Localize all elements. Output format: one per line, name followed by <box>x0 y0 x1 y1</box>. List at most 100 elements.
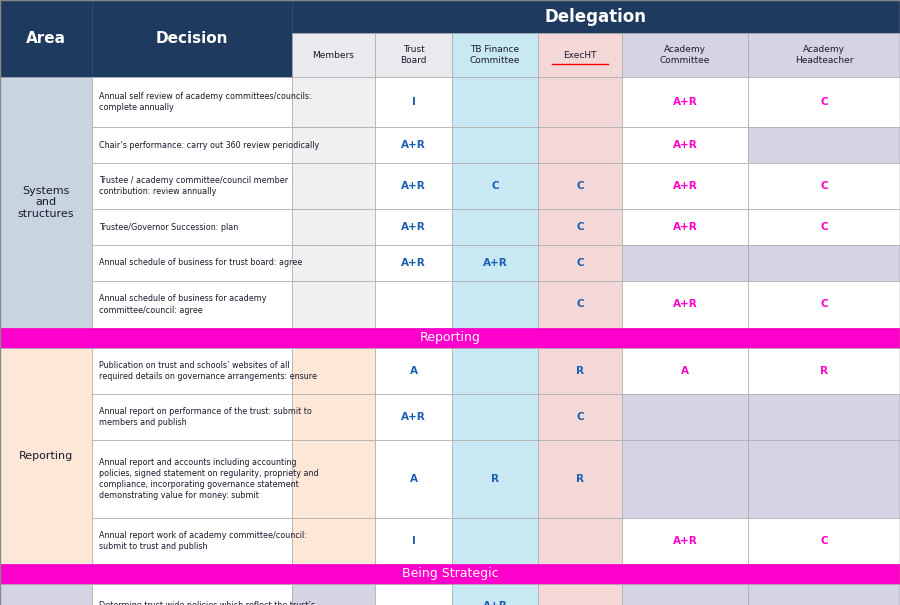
Text: C: C <box>576 181 584 191</box>
Text: C: C <box>576 299 584 310</box>
Text: C: C <box>820 97 828 107</box>
Bar <box>622 33 748 77</box>
Bar <box>748 518 900 564</box>
Bar <box>0 584 92 605</box>
Bar <box>292 0 900 33</box>
Bar <box>622 584 748 605</box>
Text: Annual report on performance of the trust: submit to
members and publish: Annual report on performance of the trus… <box>99 407 312 427</box>
Text: Annual report and accounts including accounting
policies, signed statement on re: Annual report and accounts including acc… <box>99 458 319 500</box>
Text: ExecHT: ExecHT <box>563 50 597 59</box>
Bar <box>748 584 900 605</box>
Bar <box>452 33 538 77</box>
Text: A+R: A+R <box>401 222 426 232</box>
Text: A+R
(finance): A+R (finance) <box>469 601 521 605</box>
Text: A+R: A+R <box>672 222 698 232</box>
Bar <box>748 245 900 281</box>
Text: A+R: A+R <box>672 140 698 150</box>
Text: Publication on trust and schools’ websites of all
required details on governance: Publication on trust and schools’ websit… <box>99 361 317 381</box>
Bar <box>292 518 375 564</box>
Bar <box>538 348 622 394</box>
Text: Trustee/Governor Succession: plan: Trustee/Governor Succession: plan <box>99 223 239 232</box>
Text: A+R: A+R <box>672 536 698 546</box>
Bar <box>92 440 292 518</box>
Bar <box>452 518 538 564</box>
Text: R: R <box>576 474 584 484</box>
Bar <box>538 440 622 518</box>
Bar <box>292 163 375 209</box>
Text: Chair’s performance: carry out 360 review periodically: Chair’s performance: carry out 360 revie… <box>99 140 320 149</box>
Bar <box>452 281 538 328</box>
Bar <box>375 584 452 605</box>
Text: Academy
Headteacher: Academy Headteacher <box>795 45 853 65</box>
Text: R: R <box>576 366 584 376</box>
Bar <box>748 348 900 394</box>
Bar <box>375 518 452 564</box>
Bar <box>748 33 900 77</box>
Bar <box>292 127 375 163</box>
Bar <box>622 348 748 394</box>
Text: C: C <box>820 222 828 232</box>
Bar <box>748 440 900 518</box>
Bar <box>622 394 748 440</box>
Bar <box>748 281 900 328</box>
Bar <box>375 394 452 440</box>
Bar <box>622 209 748 245</box>
Bar <box>375 348 452 394</box>
Bar <box>0 348 92 564</box>
Text: A+R: A+R <box>672 97 698 107</box>
Bar <box>92 209 292 245</box>
Bar <box>622 77 748 127</box>
Bar <box>748 163 900 209</box>
Bar <box>452 209 538 245</box>
Text: A: A <box>410 474 418 484</box>
Bar <box>452 394 538 440</box>
Text: Determine trust wide policies which reflect the trust’s
ethos and values (facili: Determine trust wide policies which refl… <box>99 601 315 605</box>
Bar <box>538 394 622 440</box>
Bar <box>622 518 748 564</box>
Bar <box>452 440 538 518</box>
Bar <box>92 394 292 440</box>
Bar <box>92 163 292 209</box>
Bar <box>292 209 375 245</box>
Bar <box>452 77 538 127</box>
Bar <box>375 127 452 163</box>
Text: Reporting: Reporting <box>419 332 481 344</box>
Text: C: C <box>820 536 828 546</box>
Text: A+R: A+R <box>482 258 508 268</box>
Text: TB Finance
Committee: TB Finance Committee <box>470 45 520 65</box>
Text: Members: Members <box>312 50 355 59</box>
Bar <box>292 281 375 328</box>
Bar <box>292 77 375 127</box>
Bar <box>292 245 375 281</box>
Text: Academy
Committee: Academy Committee <box>660 45 710 65</box>
Bar <box>92 77 292 127</box>
Bar <box>375 163 452 209</box>
Bar <box>452 163 538 209</box>
Text: Reporting: Reporting <box>19 451 73 461</box>
Text: A+R: A+R <box>401 181 426 191</box>
Bar <box>375 33 452 77</box>
Bar <box>375 440 452 518</box>
Bar <box>92 245 292 281</box>
Bar <box>0 77 92 328</box>
Bar <box>292 348 375 394</box>
Text: I: I <box>411 97 416 107</box>
Text: C: C <box>576 258 584 268</box>
Bar <box>622 281 748 328</box>
Bar <box>292 394 375 440</box>
Bar <box>538 77 622 127</box>
Bar <box>452 348 538 394</box>
Bar <box>375 281 452 328</box>
Text: A+R: A+R <box>672 299 698 310</box>
Text: I: I <box>411 536 416 546</box>
Bar <box>538 245 622 281</box>
Bar <box>92 0 292 77</box>
Text: Systems
and
structures: Systems and structures <box>18 186 74 219</box>
Text: Trust
Board: Trust Board <box>400 45 427 65</box>
Text: Annual schedule of business for trust board: agree: Annual schedule of business for trust bo… <box>99 258 302 267</box>
Text: R: R <box>491 474 499 484</box>
Bar <box>622 127 748 163</box>
Text: Area: Area <box>26 31 66 46</box>
Bar <box>0 0 92 77</box>
Text: Delegation: Delegation <box>545 7 647 25</box>
